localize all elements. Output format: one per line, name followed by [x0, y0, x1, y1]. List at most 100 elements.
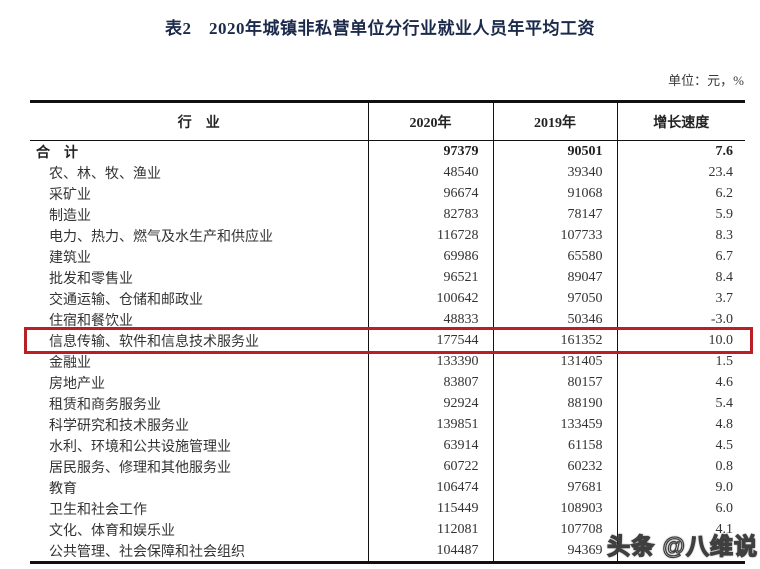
watermark: 头条 @八维说: [607, 532, 758, 559]
wage-2019-cell: 65580: [492, 246, 617, 267]
table-row: 信息传输、软件和信息技术服务业 177544 161352 10.0: [30, 330, 745, 351]
table-row: 文化、体育和娱乐业 112081 107708 4.1: [30, 519, 745, 540]
wage-2019-cell: 97681: [492, 477, 617, 498]
wage-2020-cell: 63914: [367, 435, 493, 456]
wage-2019-cell: 80157: [492, 372, 617, 393]
industry-cell: 信息传输、软件和信息技术服务业: [49, 334, 259, 350]
wage-2019-cell: 133459: [492, 414, 617, 435]
table-row: 教育 106474 97681 9.0: [30, 477, 745, 498]
growth-cell: 3.7: [616, 288, 745, 309]
wage-2019-cell: 78147: [492, 204, 617, 225]
wage-2019-cell: 108903: [492, 498, 617, 519]
header-2019: 2019年: [492, 101, 617, 141]
table-row: 农、林、牧、渔业 48540 39340 23.4: [30, 162, 745, 183]
wage-2020-cell: 60722: [367, 456, 493, 477]
industry-cell: 住宿和餐饮业: [49, 313, 133, 329]
table-row: 采矿业 96674 91068 6.2: [30, 183, 745, 204]
industry-cell: 合 计: [36, 145, 78, 161]
table-row: 批发和零售业 96521 89047 8.4: [30, 267, 745, 288]
industry-cell: 制造业: [49, 208, 91, 224]
industry-cell: 文化、体育和娱乐业: [49, 523, 175, 539]
wage-2020-cell: 112081: [367, 519, 493, 540]
industry-cell: 居民服务、修理和其他服务业: [49, 460, 231, 476]
header-growth: 增长速度: [616, 101, 745, 141]
growth-cell: [616, 540, 745, 563]
header-row: 行 业 2020年 2019年 增长速度: [30, 101, 745, 141]
wage-2020-cell: 100642: [367, 288, 493, 309]
table-row: 科学研究和技术服务业 139851 133459 4.8: [30, 414, 745, 435]
table-row: 交通运输、仓储和邮政业 100642 97050 3.7: [30, 288, 745, 309]
table-row: 卫生和社会工作 115449 108903 6.0: [30, 498, 745, 519]
table-row: 水利、环境和公共设施管理业 63914 61158 4.5: [30, 435, 745, 456]
wage-2020-cell: 48833: [367, 309, 493, 330]
industry-cell: 交通运输、仓储和邮政业: [49, 292, 203, 308]
industry-cell: 建筑业: [49, 250, 91, 266]
wage-2020-cell: 177544: [367, 330, 493, 351]
industry-cell: 农、林、牧、渔业: [49, 166, 161, 182]
wage-2020-cell: 83807: [367, 372, 493, 393]
wage-2019-cell: 107708: [492, 519, 617, 540]
wage-2020-cell: 82783: [367, 204, 493, 225]
table-row: 制造业 82783 78147 5.9: [30, 204, 745, 225]
wage-2020-cell: 104487: [367, 540, 493, 563]
growth-cell: 8.4: [616, 267, 745, 288]
industry-cell: 水利、环境和公共设施管理业: [49, 439, 231, 455]
industry-cell: 电力、热力、燃气及水生产和供应业: [49, 229, 273, 245]
wage-2020-cell: 106474: [367, 477, 493, 498]
table-row: 建筑业 69986 65580 6.7: [30, 246, 745, 267]
wage-2019-cell: 90501: [492, 140, 617, 162]
growth-cell: 1.5: [616, 351, 745, 372]
wage-2019-cell: 88190: [492, 393, 617, 414]
wage-2019-cell: 89047: [492, 267, 617, 288]
table-title: 表2 2020年城镇非私营单位分行业就业人员年平均工资: [165, 19, 595, 38]
growth-cell: 6.2: [616, 183, 745, 204]
wage-2020-cell: 96674: [367, 183, 493, 204]
industry-cell: 批发和零售业: [49, 271, 133, 287]
header-industry: 行 业: [30, 101, 368, 141]
growth-cell: 6.0: [616, 498, 745, 519]
wage-2019-cell: 94369: [492, 540, 617, 563]
industry-cell: 金融业: [49, 355, 91, 371]
wage-2020-cell: 133390: [367, 351, 493, 372]
wage-2019-cell: 161352: [492, 330, 617, 351]
wage-2020-cell: 97379: [367, 140, 493, 162]
industry-cell: 教育: [49, 481, 77, 497]
wage-2020-cell: 115449: [367, 498, 493, 519]
growth-cell: 8.3: [616, 225, 745, 246]
wage-table: 行 业 2020年 2019年 增长速度 合 计 97379 90501 7.6 农、林…: [30, 100, 745, 564]
growth-cell: 4.1: [616, 519, 745, 540]
wage-2019-cell: 91068: [492, 183, 617, 204]
industry-cell: 公共管理、社会保障和社会组织: [49, 544, 245, 560]
growth-cell: 7.6: [616, 140, 745, 162]
growth-cell: 4.5: [616, 435, 745, 456]
growth-cell: 4.6: [616, 372, 745, 393]
wage-2020-cell: 139851: [367, 414, 493, 435]
unit-label: 单位：元，%: [668, 73, 744, 88]
table-row: 合 计 97379 90501 7.6: [30, 140, 745, 162]
growth-cell: 23.4: [616, 162, 745, 183]
wage-2020-cell: 116728: [367, 225, 493, 246]
table-row: 金融业 133390 131405 1.5: [30, 351, 745, 372]
table-row: 住宿和餐饮业 48833 50346 -3.0: [30, 309, 745, 330]
industry-cell: 房地产业: [49, 376, 105, 392]
header-2020: 2020年: [367, 101, 493, 141]
table-row: 房地产业 83807 80157 4.6: [30, 372, 745, 393]
wage-2020-cell: 96521: [367, 267, 493, 288]
growth-cell: 0.8: [616, 456, 745, 477]
growth-cell: -3.0: [616, 309, 745, 330]
growth-cell: 10.0: [616, 330, 745, 351]
wage-2019-cell: 97050: [492, 288, 617, 309]
table-row: 电力、热力、燃气及水生产和供应业 116728 107733 8.3: [30, 225, 745, 246]
growth-cell: 9.0: [616, 477, 745, 498]
table-row: 公共管理、社会保障和社会组织 104487 94369: [30, 540, 745, 563]
wage-2020-cell: 92924: [367, 393, 493, 414]
table-row: 租赁和商务服务业 92924 88190 5.4: [30, 393, 745, 414]
wage-2019-cell: 61158: [492, 435, 617, 456]
wage-2019-cell: 131405: [492, 351, 617, 372]
wage-2019-cell: 50346: [492, 309, 617, 330]
industry-cell: 科学研究和技术服务业: [49, 418, 189, 434]
industry-cell: 采矿业: [49, 187, 91, 203]
wage-2020-cell: 69986: [367, 246, 493, 267]
wage-2019-cell: 60232: [492, 456, 617, 477]
